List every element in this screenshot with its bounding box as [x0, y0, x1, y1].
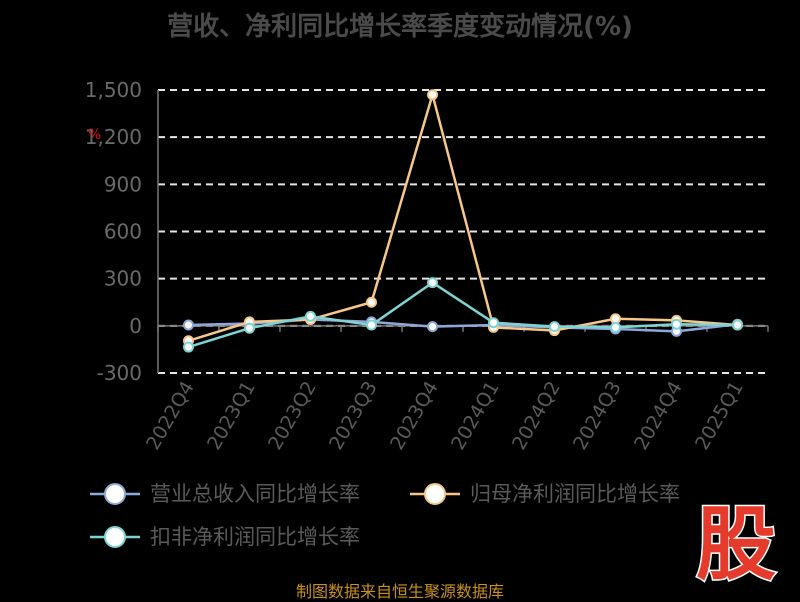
series-line [188, 281, 738, 349]
legend-marker [104, 526, 126, 548]
y-tick-label: -300 [97, 361, 142, 385]
x-tick-label: 2024Q3 [569, 378, 626, 454]
y-unit-label: % [88, 127, 101, 143]
data-point [366, 296, 377, 308]
data-point [427, 89, 438, 101]
x-tick-label: 2024Q4 [630, 378, 687, 454]
legend-label: 营业总收入同比增长率 [150, 482, 360, 506]
data-point [183, 319, 194, 331]
x-tick-label: 2023Q1 [203, 378, 260, 454]
y-tick-label: 300 [104, 267, 142, 291]
data-point [427, 277, 438, 289]
data-point [183, 341, 194, 353]
x-axis: 2022Q4 2023Q1 2023Q2 2023Q3 2023Q4 2024Q1 2024… [142, 325, 769, 454]
logo-glyph: 股 [696, 500, 776, 586]
x-tick-label: 2023Q4 [386, 378, 443, 454]
legend-marker [424, 483, 446, 505]
data-point [488, 317, 499, 329]
x-tick-label: 2024Q1 [447, 378, 504, 454]
y-tick-label: 1,200 [85, 125, 142, 149]
chart-title: 营收、净利同比增长率季度变动情况(%) [167, 12, 633, 42]
x-tick-label: 2024Q2 [508, 378, 565, 454]
y-tick-label: 900 [104, 172, 142, 196]
series-lines [183, 89, 743, 353]
legend-marker [104, 483, 126, 505]
data-point [244, 322, 255, 334]
legend-label: 归母净利润同比增长率 [470, 482, 680, 506]
data-point [549, 321, 560, 333]
y-axis: -300 0 300 600 900 1,200 1,500 [85, 78, 159, 385]
y-tick-label: 0 [129, 314, 142, 338]
y-tick-label: 600 [104, 220, 142, 244]
data-point [305, 310, 316, 322]
x-tick-label: 2023Q3 [325, 378, 382, 454]
data-point [366, 319, 377, 331]
x-tick-label: 2025Q1 [691, 378, 748, 454]
x-tick-label: 2022Q4 [142, 378, 199, 454]
data-source: 制图数据来自恒生聚源数据库 [295, 582, 504, 601]
data-point [671, 318, 682, 330]
legend-label: 扣非净利润同比增长率 [150, 525, 360, 549]
data-point [427, 321, 438, 333]
x-tick-label: 2023Q2 [264, 378, 321, 454]
data-point [732, 319, 743, 331]
y-tick-label: 1,500 [85, 78, 142, 102]
data-point [610, 321, 621, 333]
series-line [188, 93, 738, 342]
logo: 股 [695, 500, 778, 586]
